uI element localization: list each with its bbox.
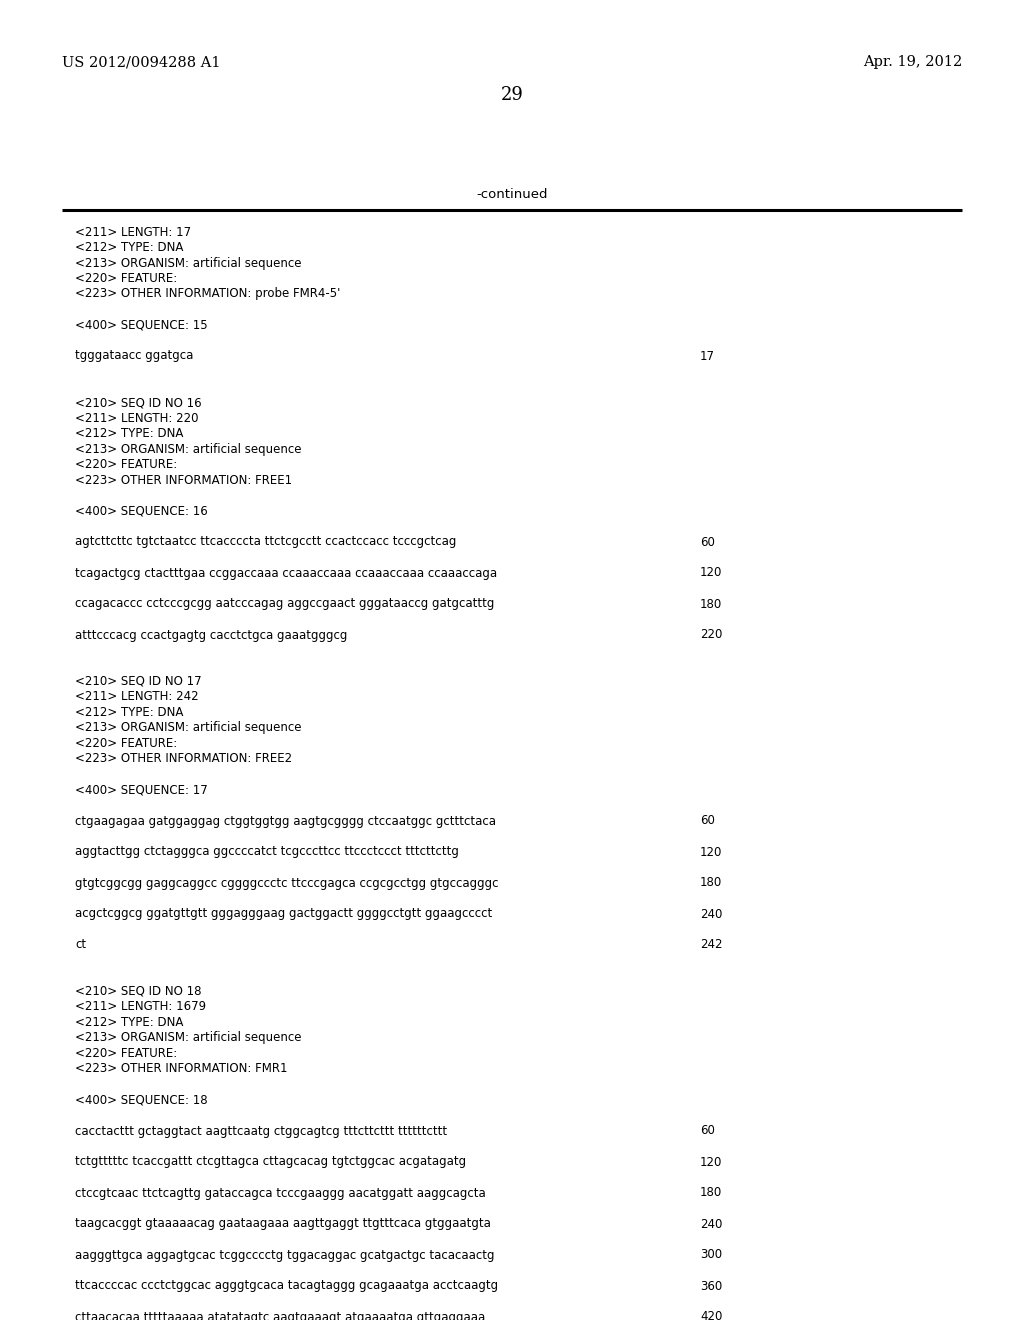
Text: 180: 180 [700, 598, 722, 610]
Text: <400> SEQUENCE: 17: <400> SEQUENCE: 17 [75, 784, 208, 796]
Text: 60: 60 [700, 1125, 715, 1138]
Text: <211> LENGTH: 17: <211> LENGTH: 17 [75, 226, 191, 239]
Text: 180: 180 [700, 876, 722, 890]
Text: 220: 220 [700, 628, 722, 642]
Text: ttcaccccac ccctctggcac agggtgcaca tacagtaggg gcagaaatga acctcaagtg: ttcaccccac ccctctggcac agggtgcaca tacagt… [75, 1279, 498, 1292]
Text: <213> ORGANISM: artificial sequence: <213> ORGANISM: artificial sequence [75, 256, 301, 269]
Text: 120: 120 [700, 846, 722, 858]
Text: aggtacttgg ctctagggca ggccccatct tcgcccttcc ttccctccct tttcttcttg: aggtacttgg ctctagggca ggccccatct tcgccct… [75, 846, 459, 858]
Text: ctgaagagaa gatggaggag ctggtggtgg aagtgcgggg ctccaatggc gctttctaca: ctgaagagaa gatggaggag ctggtggtgg aagtgcg… [75, 814, 496, 828]
Text: <212> TYPE: DNA: <212> TYPE: DNA [75, 426, 183, 440]
Text: cttaacacaa tttttaaaaa atatatagtc aagtgaaagt atgaaaatga gttgaggaaa: cttaacacaa tttttaaaaa atatatagtc aagtgaa… [75, 1311, 485, 1320]
Text: <223> OTHER INFORMATION: probe FMR4-5': <223> OTHER INFORMATION: probe FMR4-5' [75, 288, 340, 301]
Text: <220> FEATURE:: <220> FEATURE: [75, 458, 177, 471]
Text: 360: 360 [700, 1279, 722, 1292]
Text: <211> LENGTH: 1679: <211> LENGTH: 1679 [75, 1001, 206, 1014]
Text: tctgtttttc tcaccgattt ctcgttagca cttagcacag tgtctggcac acgatagatg: tctgtttttc tcaccgattt ctcgttagca cttagca… [75, 1155, 466, 1168]
Text: <400> SEQUENCE: 15: <400> SEQUENCE: 15 [75, 318, 208, 331]
Text: 180: 180 [700, 1187, 722, 1200]
Text: <220> FEATURE:: <220> FEATURE: [75, 737, 177, 750]
Text: gtgtcggcgg gaggcaggcc cggggccctc ttcccgagca ccgcgcctgg gtgccagggc: gtgtcggcgg gaggcaggcc cggggccctc ttcccga… [75, 876, 499, 890]
Text: 240: 240 [700, 908, 722, 920]
Text: atttcccacg ccactgagtg cacctctgca gaaatgggcg: atttcccacg ccactgagtg cacctctgca gaaatgg… [75, 628, 347, 642]
Text: ccagacaccc cctcccgcgg aatcccagag aggccgaact gggataaccg gatgcatttg: ccagacaccc cctcccgcgg aatcccagag aggccga… [75, 598, 495, 610]
Text: acgctcggcg ggatgttgtt gggagggaag gactggactt ggggcctgtt ggaagcccct: acgctcggcg ggatgttgtt gggagggaag gactgga… [75, 908, 493, 920]
Text: 60: 60 [700, 536, 715, 549]
Text: <213> ORGANISM: artificial sequence: <213> ORGANISM: artificial sequence [75, 442, 301, 455]
Text: <220> FEATURE:: <220> FEATURE: [75, 272, 177, 285]
Text: agtcttcttc tgtctaatcc ttcaccccta ttctcgcctt ccactccacc tcccgctcag: agtcttcttc tgtctaatcc ttcaccccta ttctcgc… [75, 536, 457, 549]
Text: 242: 242 [700, 939, 723, 952]
Text: 120: 120 [700, 566, 722, 579]
Text: <211> LENGTH: 220: <211> LENGTH: 220 [75, 412, 199, 425]
Text: <211> LENGTH: 242: <211> LENGTH: 242 [75, 690, 199, 704]
Text: 420: 420 [700, 1311, 722, 1320]
Text: <210> SEQ ID NO 16: <210> SEQ ID NO 16 [75, 396, 202, 409]
Text: tgggataacc ggatgca: tgggataacc ggatgca [75, 350, 194, 363]
Text: <213> ORGANISM: artificial sequence: <213> ORGANISM: artificial sequence [75, 722, 301, 734]
Text: ct: ct [75, 939, 86, 952]
Text: 240: 240 [700, 1217, 722, 1230]
Text: Apr. 19, 2012: Apr. 19, 2012 [863, 55, 962, 69]
Text: <220> FEATURE:: <220> FEATURE: [75, 1047, 177, 1060]
Text: 60: 60 [700, 814, 715, 828]
Text: <213> ORGANISM: artificial sequence: <213> ORGANISM: artificial sequence [75, 1031, 301, 1044]
Text: 300: 300 [700, 1249, 722, 1262]
Text: <223> OTHER INFORMATION: FREE2: <223> OTHER INFORMATION: FREE2 [75, 752, 292, 766]
Text: taagcacggt gtaaaaacag gaataagaaa aagttgaggt ttgtttcaca gtggaatgta: taagcacggt gtaaaaacag gaataagaaa aagttga… [75, 1217, 490, 1230]
Text: <212> TYPE: DNA: <212> TYPE: DNA [75, 242, 183, 253]
Text: tcagactgcg ctactttgaa ccggaccaaa ccaaaccaaa ccaaaccaaa ccaaaccaga: tcagactgcg ctactttgaa ccggaccaaa ccaaacc… [75, 566, 497, 579]
Text: <400> SEQUENCE: 16: <400> SEQUENCE: 16 [75, 504, 208, 517]
Text: <223> OTHER INFORMATION: FREE1: <223> OTHER INFORMATION: FREE1 [75, 474, 292, 487]
Text: ctccgtcaac ttctcagttg gataccagca tcccgaaggg aacatggatt aaggcagcta: ctccgtcaac ttctcagttg gataccagca tcccgaa… [75, 1187, 485, 1200]
Text: 17: 17 [700, 350, 715, 363]
Text: <212> TYPE: DNA: <212> TYPE: DNA [75, 1016, 183, 1030]
Text: <210> SEQ ID NO 18: <210> SEQ ID NO 18 [75, 985, 202, 998]
Text: -continued: -continued [476, 189, 548, 202]
Text: <212> TYPE: DNA: <212> TYPE: DNA [75, 706, 183, 719]
Text: US 2012/0094288 A1: US 2012/0094288 A1 [62, 55, 220, 69]
Text: <223> OTHER INFORMATION: FMR1: <223> OTHER INFORMATION: FMR1 [75, 1063, 288, 1076]
Text: 29: 29 [501, 86, 523, 104]
Text: aagggttgca aggagtgcac tcggcccctg tggacaggac gcatgactgc tacacaactg: aagggttgca aggagtgcac tcggcccctg tggacag… [75, 1249, 495, 1262]
Text: 120: 120 [700, 1155, 722, 1168]
Text: <210> SEQ ID NO 17: <210> SEQ ID NO 17 [75, 675, 202, 688]
Text: cacctacttt gctaggtact aagttcaatg ctggcagtcg tttcttcttt ttttttcttt: cacctacttt gctaggtact aagttcaatg ctggcag… [75, 1125, 447, 1138]
Text: <400> SEQUENCE: 18: <400> SEQUENCE: 18 [75, 1093, 208, 1106]
